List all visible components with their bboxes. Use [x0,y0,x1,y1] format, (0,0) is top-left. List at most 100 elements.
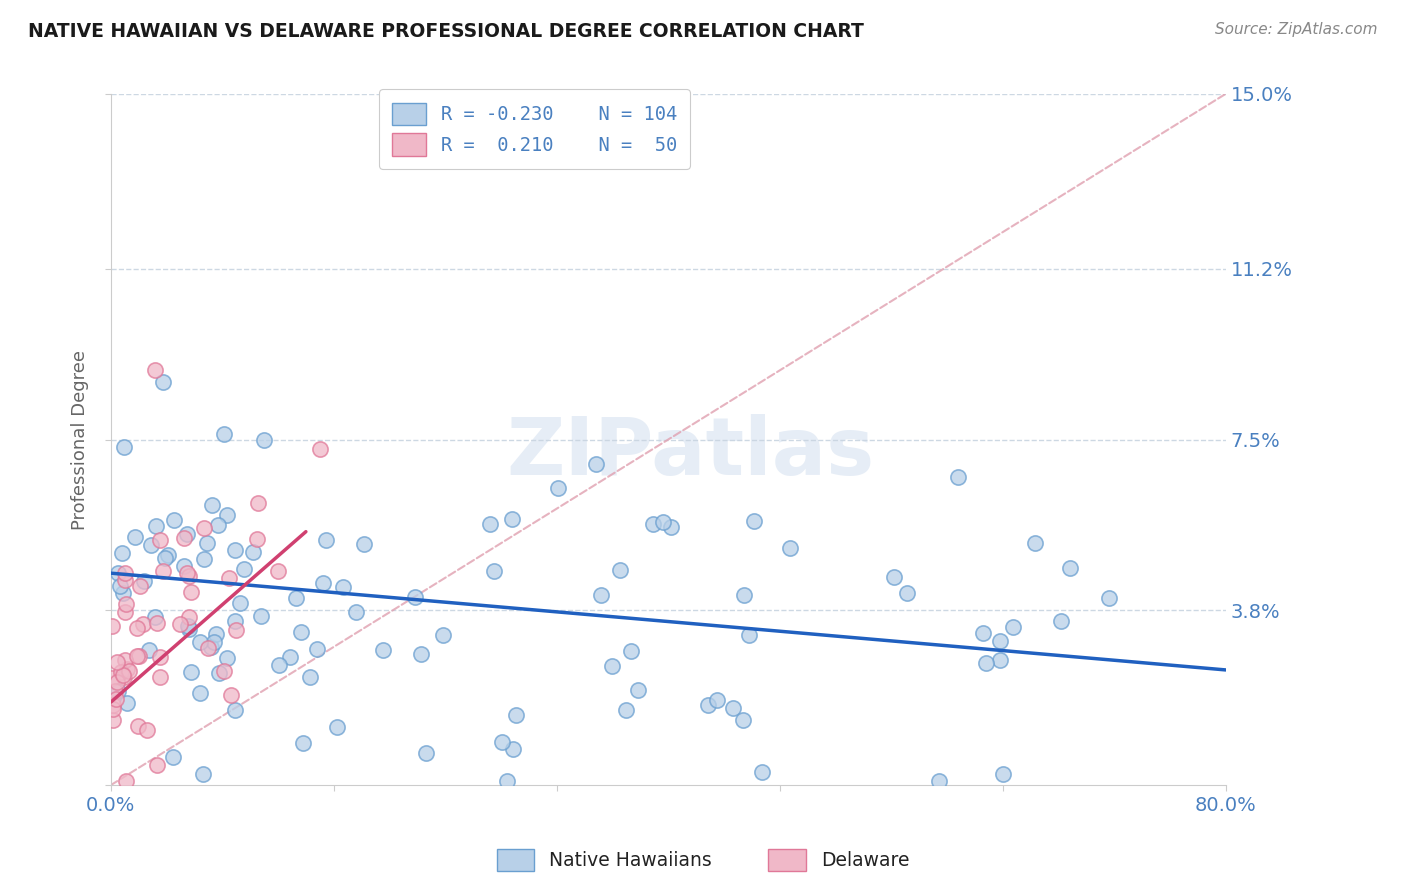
Point [371,643,394,657]
Point [232,562,254,576]
Point [242,545,264,559]
Point [115,663,138,677]
Point [585,457,607,471]
Point [501,512,523,526]
Point [138,642,160,657]
Point [652,516,675,530]
Point [224,614,246,628]
Point [312,576,335,591]
Point [101,698,124,713]
Point [215,508,238,523]
Point [721,700,744,714]
Point [928,773,950,788]
Point [101,713,124,727]
Point [591,588,613,602]
Point [344,605,367,619]
Point [163,512,186,526]
Point [600,658,623,673]
Point [169,617,191,632]
Point [267,564,290,578]
Point [162,749,184,764]
Point [107,566,129,580]
Point [659,520,682,534]
Point [218,571,240,585]
Point [114,574,136,588]
Point [143,609,166,624]
Point [627,682,650,697]
Point [246,496,269,510]
Point [111,546,134,560]
Point [149,649,172,664]
Point [127,718,149,732]
Point [225,623,247,637]
Point [290,625,312,640]
Point [883,569,905,583]
Point [620,644,643,658]
Point [145,363,167,377]
Point [200,640,222,654]
Point [114,605,136,619]
Y-axis label: Professional Degree: Professional Degree [72,350,89,530]
Point [229,596,252,610]
Point [991,767,1014,781]
Point [202,635,225,649]
Point [156,548,179,562]
Point [307,642,329,657]
Point [212,665,235,679]
Point [415,747,437,761]
Point [974,656,997,670]
Point [1049,614,1071,628]
Point [201,499,224,513]
Point [197,640,219,655]
Point [191,766,214,780]
Point [706,693,728,707]
Point [112,440,135,454]
Point [135,723,157,737]
Point [131,616,153,631]
Point [107,684,129,698]
Point [972,625,994,640]
Point [176,566,198,581]
Text: NATIVE HAWAIIAN VS DELAWARE PROFESSIONAL DEGREE CORRELATION CHART: NATIVE HAWAIIAN VS DELAWARE PROFESSIONAL… [28,22,865,41]
Point [298,670,321,684]
Point [212,427,235,442]
Point [179,569,201,583]
Point [432,628,454,642]
Point [215,650,238,665]
Point [547,481,569,495]
Point [148,533,170,547]
Point [105,675,128,690]
Point [1024,536,1046,550]
Point [267,657,290,672]
Point [139,538,162,552]
Point [278,649,301,664]
Point [641,516,664,531]
Text: ZIPatlas: ZIPatlas [506,414,875,492]
Point [115,598,138,612]
Point [246,532,269,546]
Point [250,608,273,623]
Point [409,647,432,661]
Point [207,517,229,532]
Point [112,668,135,682]
Point [751,765,773,780]
Point [308,442,330,457]
Point [177,619,200,633]
Point [193,552,215,566]
Point [108,579,131,593]
Point [114,653,136,667]
Point [353,537,375,551]
Point [105,655,128,669]
Point [208,665,231,680]
Point [315,533,337,548]
Point [733,588,755,602]
Point [104,684,127,698]
Point [484,564,506,578]
Point [152,376,174,390]
Point [988,634,1011,648]
Point [491,735,513,749]
Legend: R = -0.230    N = 104, R =  0.210    N =  50: R = -0.230 N = 104, R = 0.210 N = 50 [378,89,690,169]
Point [188,686,211,700]
Point [505,708,527,723]
Point [496,773,519,788]
